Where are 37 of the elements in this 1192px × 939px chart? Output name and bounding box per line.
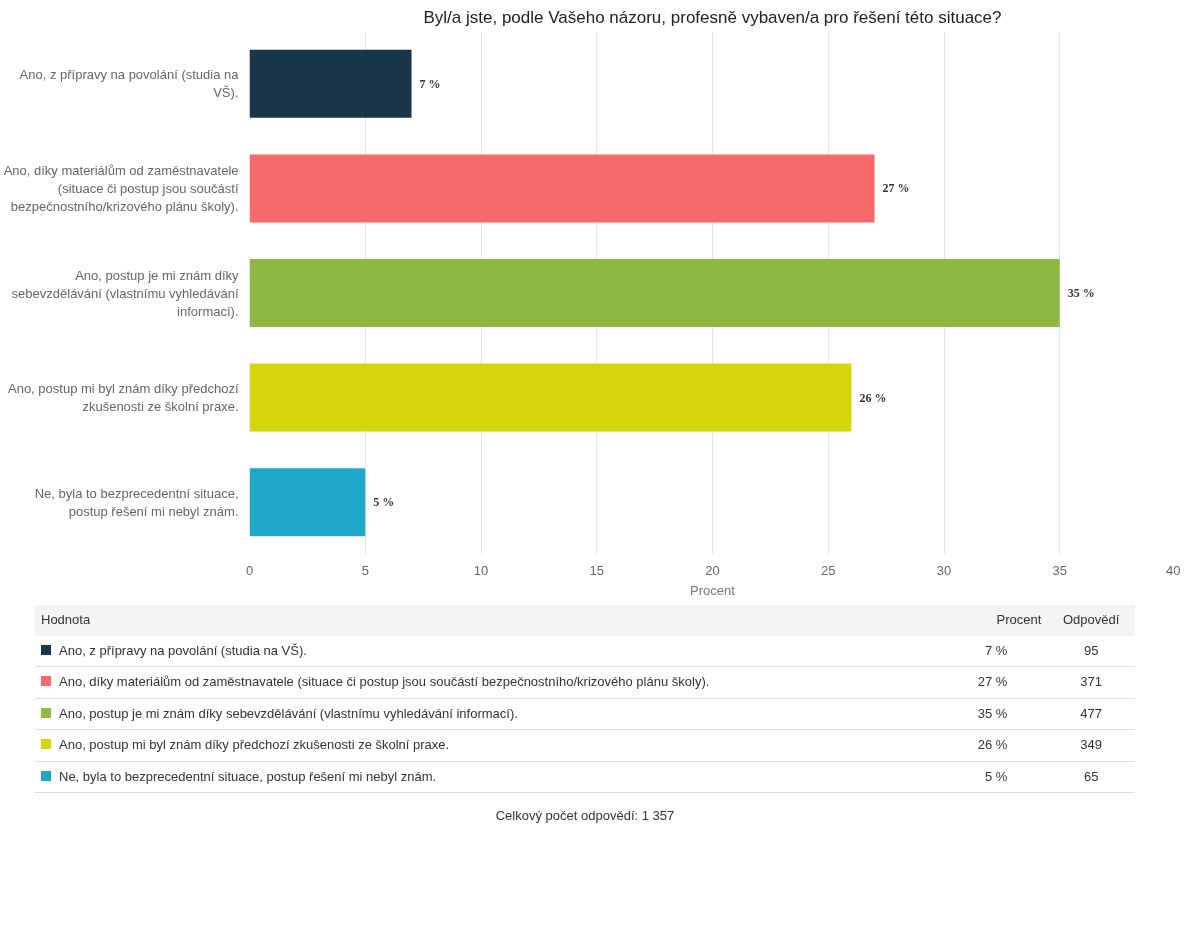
x-tick-label: 10 [473, 562, 489, 578]
data-label: 26 % [859, 390, 887, 405]
x-tick-label: 25 [821, 562, 836, 578]
data-label: 5 % [373, 495, 395, 510]
y-tick-label: Ano, postup je mi znám díky sebevzdělávání (vlastnímu vyhledávání informací). [11, 267, 239, 319]
category-label: Ano, díky materiálům od zaměstnavatele (situace či postup jsou součástí bezpečnostního/krizového plánu školy). [59, 674, 710, 690]
x-tick-label: 5 [361, 562, 369, 578]
x-tick-label: 0 [245, 562, 254, 578]
text: 477 [1079, 704, 1104, 723]
text: 95 [1082, 641, 1100, 660]
chart-title: Byl/a jste, podle Vašeho názoru, profesně vybaven/a pro řešení této situace? [423, 7, 1002, 27]
text: 371 [1079, 673, 1104, 692]
x-tick-label: 15 [589, 562, 604, 578]
x-tick-label: 30 [936, 562, 952, 578]
text: 35 % [977, 705, 1008, 721]
text: 349 [1079, 736, 1104, 755]
data-label: 27 % [882, 181, 910, 196]
text: 7 % [984, 642, 1008, 658]
data-label: 7 % [419, 76, 441, 91]
y-tick-label: Ne, byla to bezprecedentní situace, postup řešení mi nebyl znám. [34, 485, 239, 519]
category-label: Ano, postup je mi znám díky sebevzdělávání (vlastnímu vyhledávání informací). [59, 705, 518, 721]
text: Celkový počet odpovědí: 1 357 [494, 807, 676, 826]
y-tick-label: Ano, z přípravy na povolání (studia na VŠ). [19, 67, 240, 101]
data-label: 35 % [1067, 286, 1095, 300]
category-label: Ne, byla to bezprecedentní situace, postup řešení mi nebyl znám. [59, 768, 437, 784]
x-tick-label: 35 [1052, 562, 1067, 578]
x-axis-title: Procent [690, 582, 736, 598]
y-tick-label: Ano, díky materiálům od zaměstnavatele (situace či postup jsou součástí bezpečnostního/krizového plánu školy). [3, 162, 239, 214]
category-label: Ano, postup mi byl znám díky předchozí zkušenosti ze školní praxe. [59, 737, 450, 753]
y-tick-label: Ano, postup mi byl znám díky předchozí zkušenosti ze školní praxe. [8, 381, 239, 415]
text: 27 % [977, 674, 1008, 690]
category-label: Ano, z přípravy na povolání (studia na VŠ). [59, 642, 307, 658]
text: 65 [1082, 767, 1100, 786]
x-tick-label: 40 [1166, 562, 1181, 578]
text: 26 % [977, 737, 1008, 753]
text: 5 % [984, 768, 1008, 784]
x-tick-label: 20 [705, 562, 720, 578]
